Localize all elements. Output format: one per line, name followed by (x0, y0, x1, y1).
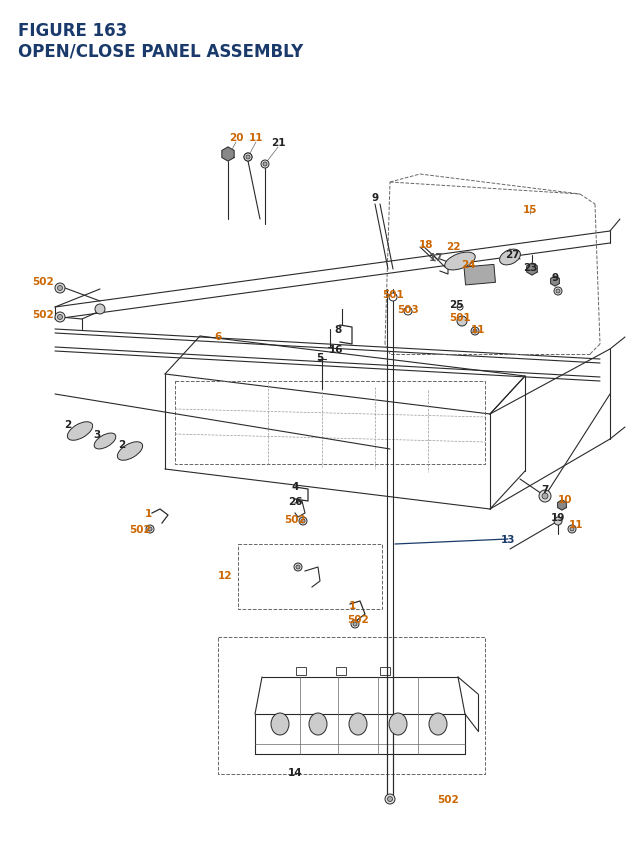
Text: 19: 19 (551, 512, 565, 523)
Circle shape (299, 517, 307, 525)
Text: 6: 6 (214, 331, 221, 342)
Circle shape (351, 620, 359, 629)
Circle shape (148, 528, 152, 531)
Text: 11: 11 (249, 133, 263, 143)
Text: 2: 2 (65, 419, 72, 430)
Circle shape (58, 315, 63, 320)
Ellipse shape (94, 434, 116, 449)
Bar (464, 265, 495, 286)
Circle shape (568, 525, 576, 533)
Text: 12: 12 (218, 570, 232, 580)
Text: 1: 1 (348, 600, 356, 610)
Ellipse shape (445, 253, 476, 270)
Text: 503: 503 (397, 305, 419, 314)
Circle shape (296, 566, 300, 569)
Circle shape (387, 796, 392, 802)
Ellipse shape (349, 713, 367, 735)
Ellipse shape (117, 443, 143, 461)
Circle shape (570, 528, 574, 531)
Circle shape (542, 493, 548, 499)
Circle shape (146, 525, 154, 533)
Text: 16: 16 (329, 344, 343, 355)
Polygon shape (550, 276, 559, 287)
Text: 2: 2 (118, 439, 125, 449)
Text: 7: 7 (541, 485, 548, 494)
Circle shape (539, 491, 551, 503)
Circle shape (263, 163, 267, 167)
Text: FIGURE 163: FIGURE 163 (18, 22, 127, 40)
Polygon shape (527, 263, 537, 276)
Text: 502: 502 (437, 794, 459, 804)
Ellipse shape (271, 713, 289, 735)
Text: 20: 20 (228, 133, 243, 143)
Text: 1: 1 (145, 508, 152, 518)
Bar (336, 667, 346, 675)
Text: 22: 22 (445, 242, 460, 251)
Text: 25: 25 (449, 300, 463, 310)
Bar (380, 667, 390, 675)
Text: 10: 10 (557, 494, 572, 505)
Text: 26: 26 (288, 497, 302, 506)
Circle shape (58, 286, 63, 291)
Circle shape (244, 154, 252, 162)
Text: 17: 17 (429, 253, 444, 263)
Text: OPEN/CLOSE PANEL ASSEMBLY: OPEN/CLOSE PANEL ASSEMBLY (18, 42, 303, 60)
Circle shape (389, 294, 397, 301)
Text: 9: 9 (371, 193, 379, 202)
Text: 21: 21 (271, 138, 285, 148)
Circle shape (457, 305, 463, 311)
Circle shape (301, 519, 305, 523)
Bar (296, 667, 306, 675)
Text: 11: 11 (471, 325, 485, 335)
Text: 14: 14 (288, 767, 302, 777)
Text: 501: 501 (449, 313, 471, 323)
Text: 8: 8 (334, 325, 342, 335)
Polygon shape (222, 148, 234, 162)
Circle shape (55, 283, 65, 294)
Circle shape (554, 288, 562, 295)
Circle shape (244, 154, 252, 162)
Circle shape (385, 794, 395, 804)
Circle shape (294, 563, 302, 572)
Ellipse shape (500, 250, 520, 265)
Text: 13: 13 (500, 535, 515, 544)
Text: 15: 15 (523, 205, 537, 214)
Text: 11: 11 (569, 519, 583, 530)
Text: 4: 4 (291, 481, 299, 492)
Ellipse shape (309, 713, 327, 735)
Circle shape (404, 307, 412, 316)
Text: 501: 501 (382, 289, 404, 300)
Text: 3: 3 (93, 430, 100, 439)
Circle shape (473, 330, 477, 333)
Text: 502: 502 (32, 276, 54, 287)
Text: 9: 9 (552, 273, 559, 282)
Text: 502: 502 (284, 514, 306, 524)
Text: 502: 502 (347, 614, 369, 624)
Text: 24: 24 (461, 260, 476, 269)
Text: 502: 502 (32, 310, 54, 319)
Circle shape (556, 289, 560, 294)
Text: 5: 5 (316, 353, 324, 362)
Ellipse shape (429, 713, 447, 735)
Circle shape (95, 305, 105, 314)
Circle shape (554, 517, 562, 525)
Text: 502: 502 (129, 524, 151, 535)
Ellipse shape (389, 713, 407, 735)
Circle shape (353, 623, 357, 626)
Text: 23: 23 (523, 263, 537, 273)
Circle shape (471, 328, 479, 336)
Circle shape (55, 313, 65, 323)
Text: 18: 18 (419, 239, 433, 250)
Circle shape (246, 156, 250, 160)
Polygon shape (557, 500, 566, 511)
Text: 27: 27 (505, 250, 519, 260)
Ellipse shape (67, 422, 93, 441)
Circle shape (457, 317, 467, 326)
Circle shape (261, 161, 269, 169)
